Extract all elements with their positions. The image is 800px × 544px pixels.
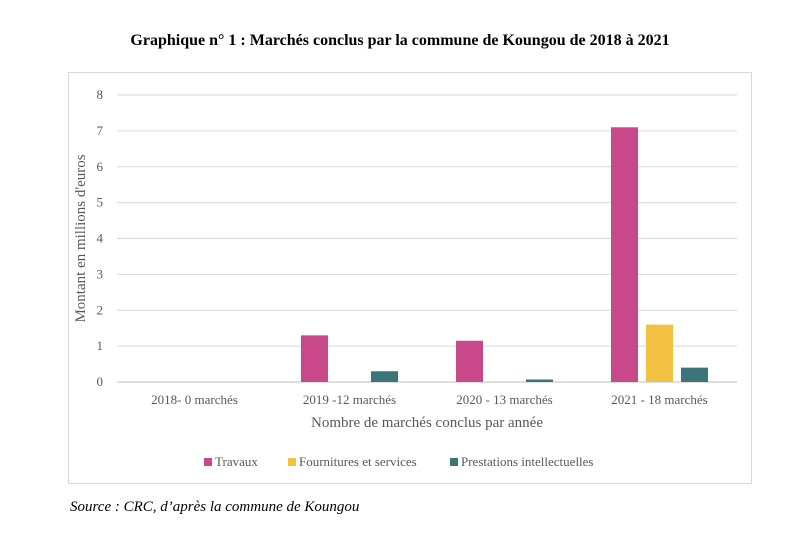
x-axis-title: Nombre de marchés conclus par année xyxy=(311,415,543,431)
chart-area: 0 1 2 3 4 5 6 7 8 2018- 0 marchés 2019 -12 marchés… xyxy=(68,72,752,484)
y-tick-label: 7 xyxy=(97,123,104,138)
legend-swatch xyxy=(450,458,458,466)
legend-swatch xyxy=(288,458,296,466)
y-tick-label: 2 xyxy=(97,302,104,317)
x-tick-label: 2019 -12 marchés xyxy=(303,392,396,407)
x-tick-label: 2021 - 18 marchés xyxy=(611,392,707,407)
y-tick-label: 8 xyxy=(97,87,104,102)
bar-travaux xyxy=(611,127,638,382)
legend-label: Fournitures et services xyxy=(299,454,417,469)
bar-fournitures-et-services xyxy=(646,324,673,382)
y-tick-label: 6 xyxy=(97,159,104,174)
legend-swatch xyxy=(204,458,212,466)
legend-label: Travaux xyxy=(215,454,258,469)
y-tick-label: 5 xyxy=(97,195,104,210)
y-tick-label: 3 xyxy=(97,266,104,281)
bar-travaux xyxy=(456,340,483,382)
bar-prestations-intellectuelles xyxy=(371,371,398,382)
y-tick-label: 1 xyxy=(97,338,104,353)
legend-label: Prestations intellectuelles xyxy=(461,454,594,469)
bar-prestations-intellectuelles xyxy=(681,367,708,382)
source-note: Source : CRC, d’après la commune de Koun… xyxy=(70,499,360,515)
x-tick-label: 2020 - 13 marchés xyxy=(456,392,552,407)
y-axis-title: Montant en millions d'euros xyxy=(73,154,89,322)
y-tick-label: 4 xyxy=(97,231,104,246)
x-tick-label: 2018- 0 marchés xyxy=(151,392,238,407)
bar-chart: 0 1 2 3 4 5 6 7 8 2018- 0 marchés 2019 -12 marchés… xyxy=(73,87,737,469)
bar-prestations-intellectuelles xyxy=(526,379,553,382)
y-tick-label: 0 xyxy=(97,374,104,389)
chart-title: Graphique n° 1 : Marchés conclus par la … xyxy=(130,32,670,49)
bar-travaux xyxy=(301,335,328,382)
